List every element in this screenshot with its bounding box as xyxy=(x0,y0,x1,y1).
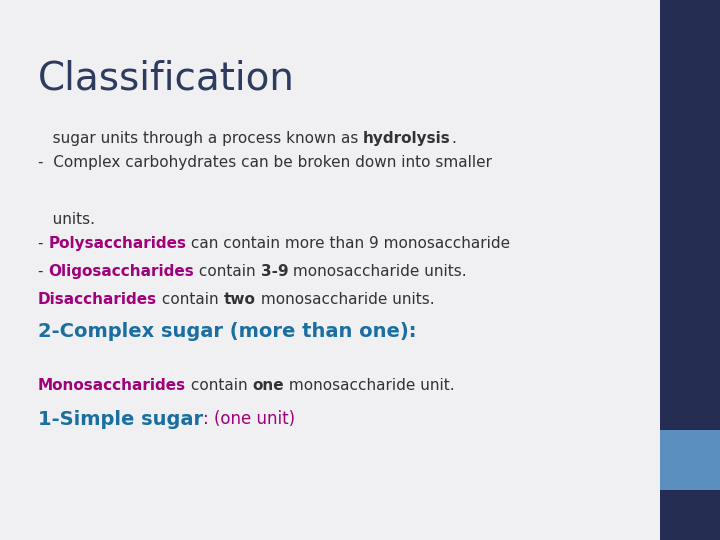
Text: one: one xyxy=(253,378,284,393)
Text: 3-9: 3-9 xyxy=(261,264,288,279)
Text: monosaccharide unit.: monosaccharide unit. xyxy=(284,378,455,393)
Text: -: - xyxy=(38,264,48,279)
Text: units.: units. xyxy=(38,212,95,227)
Bar xyxy=(660,0,720,430)
Text: Polysaccharides: Polysaccharides xyxy=(48,236,186,251)
Text: contain: contain xyxy=(194,264,261,279)
Text: 2-Complex sugar (more than one):: 2-Complex sugar (more than one): xyxy=(38,322,416,341)
Bar xyxy=(660,430,720,490)
Bar xyxy=(660,490,720,540)
Text: hydrolysis: hydrolysis xyxy=(364,131,451,146)
Text: sugar units through a process known as: sugar units through a process known as xyxy=(38,131,364,146)
Text: Oligosaccharides: Oligosaccharides xyxy=(48,264,194,279)
Text: .: . xyxy=(451,131,456,146)
Text: contain: contain xyxy=(157,292,224,307)
Text: can contain more than 9 monosaccharide: can contain more than 9 monosaccharide xyxy=(186,236,510,251)
Text: 1-Simple sugar: 1-Simple sugar xyxy=(38,410,203,429)
Text: Disaccharides: Disaccharides xyxy=(38,292,157,307)
Text: Classification: Classification xyxy=(38,60,295,98)
Text: two: two xyxy=(224,292,256,307)
Text: -: - xyxy=(38,236,48,251)
Text: monosaccharide units.: monosaccharide units. xyxy=(256,292,434,307)
Text: Monosaccharides: Monosaccharides xyxy=(38,378,186,393)
Text: monosaccharide units.: monosaccharide units. xyxy=(288,264,467,279)
Text: -  Complex carbohydrates can be broken down into smaller: - Complex carbohydrates can be broken do… xyxy=(38,155,492,170)
Text: contain: contain xyxy=(186,378,253,393)
Text: : (one unit): : (one unit) xyxy=(203,410,295,428)
